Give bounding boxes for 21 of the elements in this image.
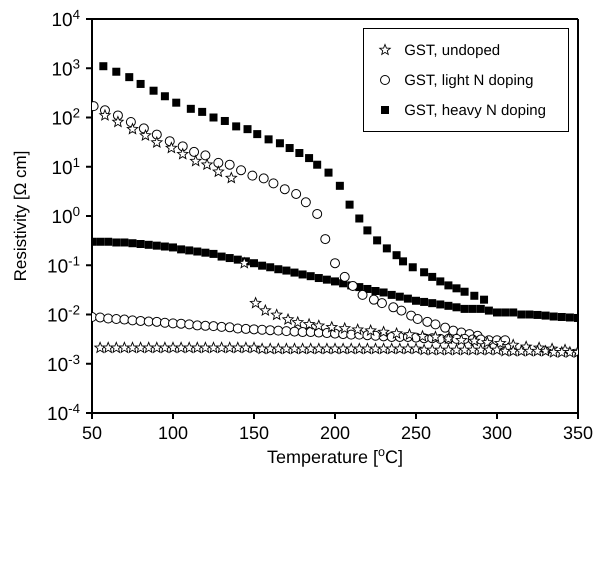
y-tick-label: 10$^{-2}$ — [47, 302, 80, 326]
y-tick-label: 10$^{-4}$ — [47, 400, 80, 425]
y-tick-label: 10$^{1}$ — [51, 154, 80, 179]
x-tick-label: 50 — [82, 423, 102, 443]
x-tick-label: 100 — [158, 423, 188, 443]
y-tick-label: 10$^{0}$ — [51, 204, 80, 228]
x-tick-label: 250 — [400, 423, 432, 443]
y-axis-title: Resistivity [Ω cm] — [11, 150, 30, 282]
x-axis-title: Temperature [$^{o}$C] — [266, 445, 404, 467]
x-tick-label: 150 — [238, 423, 270, 443]
legend-label: GST, undoped — [404, 42, 500, 58]
y-tick-label: 10$^{4}$ — [51, 6, 80, 31]
x-tick-label: 300 — [482, 423, 512, 443]
y-tick-label: 10$^{2}$ — [51, 105, 80, 130]
y-tick-label: 10$^{3}$ — [51, 56, 80, 80]
x-tick-label: 350 — [562, 423, 594, 443]
legend-label: GST, heavy N doping — [404, 102, 546, 118]
x-tick-label: 200 — [320, 423, 350, 443]
y-tick-label: 10$^{-1}$ — [47, 252, 80, 278]
legend-label: GST, light N doping — [404, 72, 534, 88]
y-tick-label: 10$^{-3}$ — [47, 351, 80, 376]
